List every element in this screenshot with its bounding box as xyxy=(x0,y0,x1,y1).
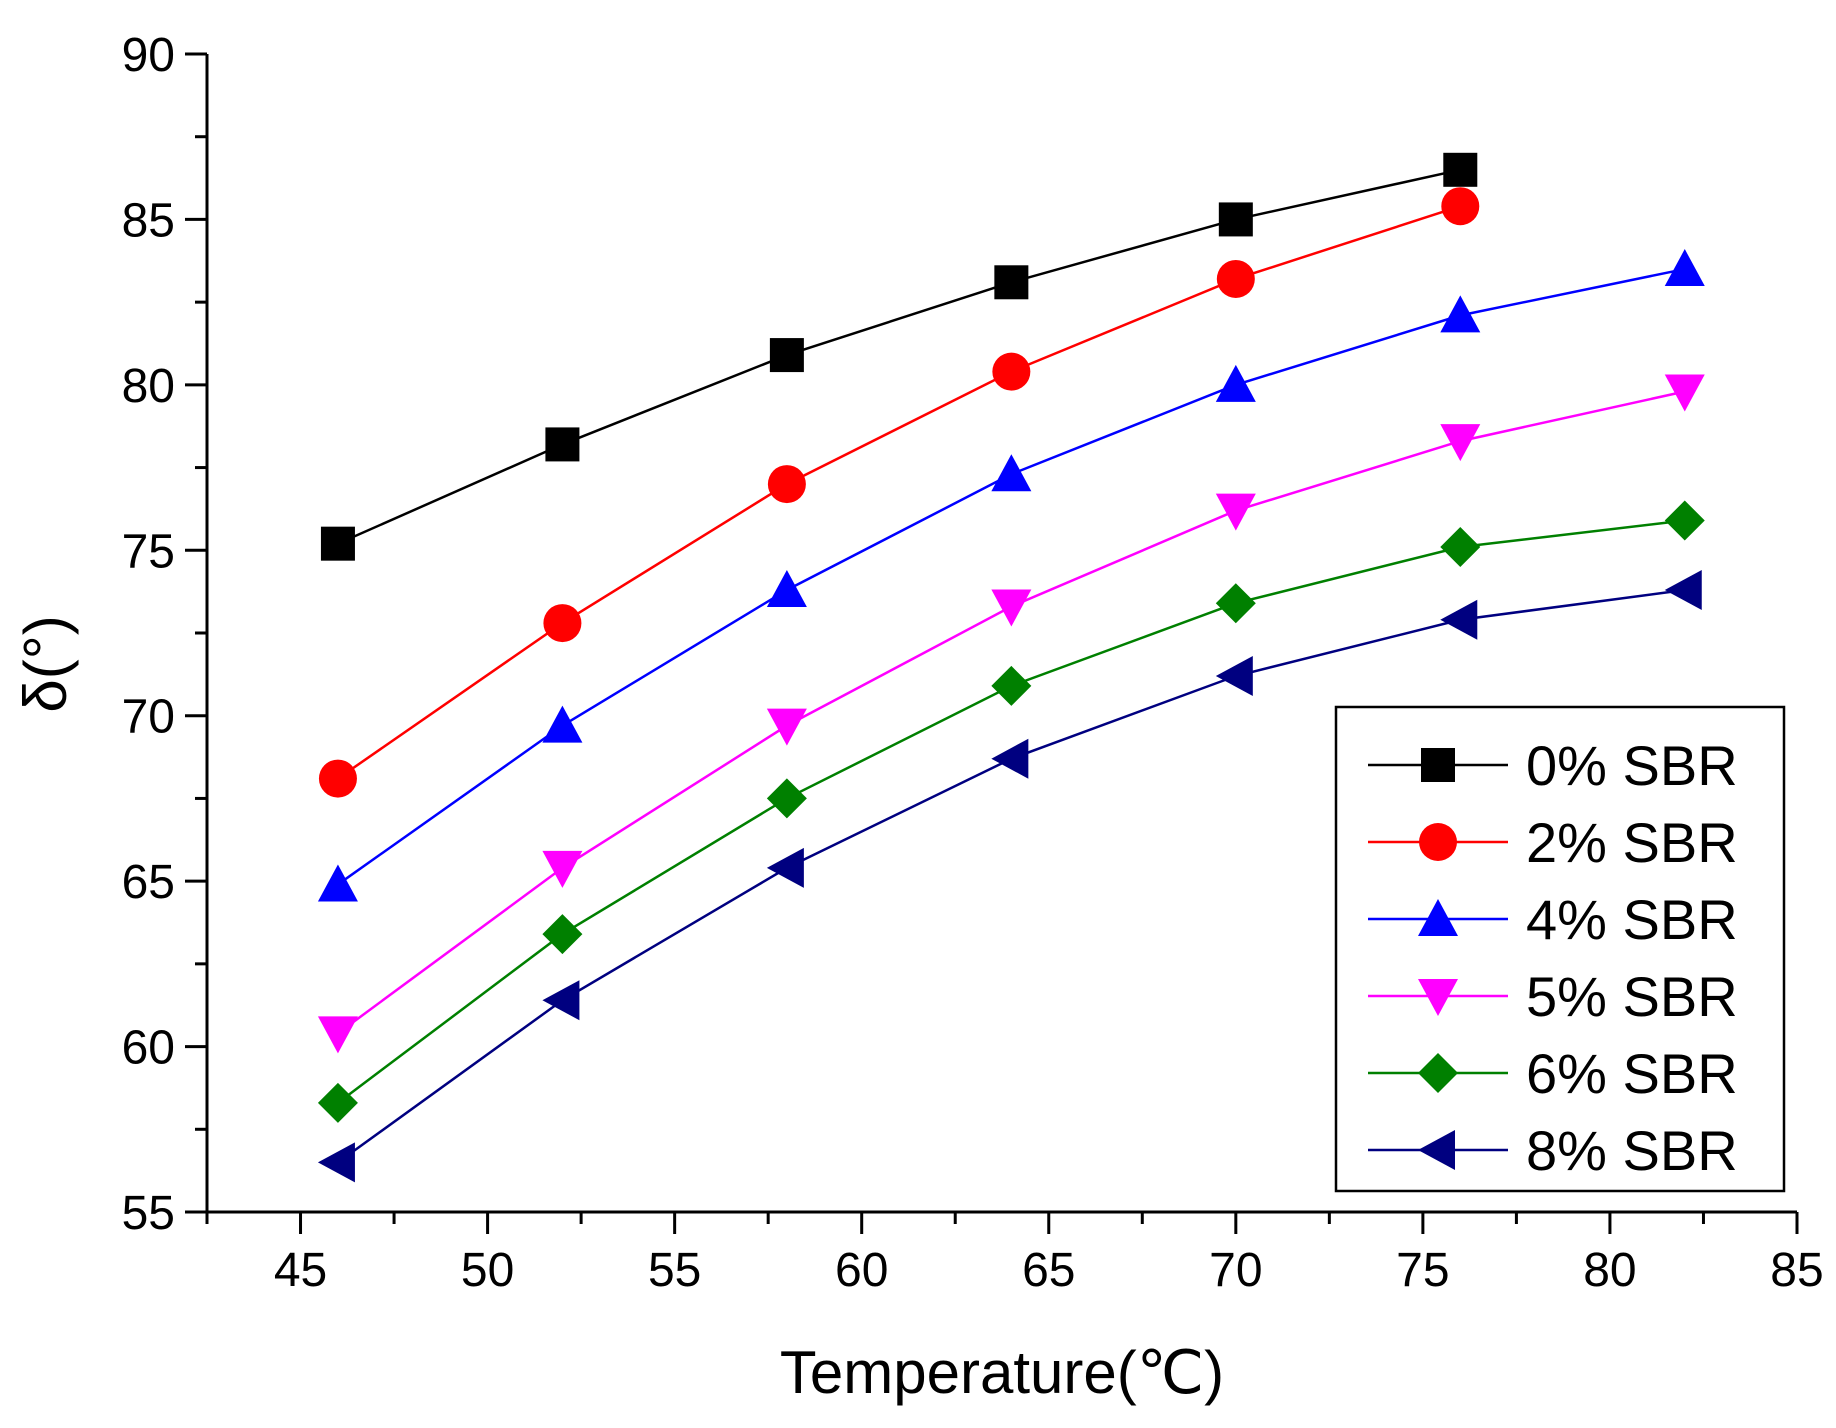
data-point xyxy=(320,526,355,561)
legend-marker xyxy=(1419,823,1457,861)
legend-item: 5% SBR xyxy=(1368,965,1738,1028)
x-tick-label: 60 xyxy=(835,1244,888,1297)
legend: 0% SBR 2% SBR 4% SBR 5% SBR 6% SBR 8% SBR xyxy=(1334,705,1786,1193)
legend-label: 8% SBR xyxy=(1526,1119,1738,1182)
data-point xyxy=(542,705,583,743)
data-point xyxy=(766,569,807,607)
x-axis-title: Temperature(℃) xyxy=(780,1339,1224,1406)
series-0 xyxy=(320,152,1478,561)
data-point xyxy=(317,864,358,902)
legend-marker xyxy=(1418,899,1458,936)
data-point xyxy=(1440,424,1481,462)
legend-item: 2% SBR xyxy=(1368,811,1738,874)
series-line xyxy=(337,205,1461,780)
x-tick-label: 70 xyxy=(1209,1244,1262,1297)
data-point xyxy=(1441,187,1480,226)
legend-label: 2% SBR xyxy=(1526,811,1738,874)
y-tick-label: 55 xyxy=(122,1187,175,1240)
data-point xyxy=(318,759,357,798)
legend-item: 8% SBR xyxy=(1368,1119,1738,1182)
legend-item: 0% SBR xyxy=(1368,734,1738,797)
data-point xyxy=(769,338,804,373)
x-tick-label: 55 xyxy=(648,1244,701,1297)
data-point xyxy=(1440,295,1481,333)
x-tick-label: 80 xyxy=(1583,1244,1636,1297)
legend-marker xyxy=(1418,1130,1455,1170)
legend-label: 5% SBR xyxy=(1526,965,1738,1028)
data-point xyxy=(1440,599,1478,640)
data-point xyxy=(766,847,804,888)
data-point xyxy=(1215,493,1256,531)
data-point xyxy=(766,708,807,746)
data-point xyxy=(317,1082,358,1123)
data-point xyxy=(766,778,807,819)
data-point xyxy=(1664,374,1705,412)
data-point xyxy=(991,589,1032,627)
y-tick-label: 80 xyxy=(122,360,175,413)
legend-marker xyxy=(1418,979,1458,1016)
data-point xyxy=(1664,249,1705,287)
data-point xyxy=(994,265,1029,300)
data-point xyxy=(317,1016,358,1054)
data-point xyxy=(1215,656,1253,697)
x-tick-label: 50 xyxy=(461,1244,514,1297)
series-3 xyxy=(317,374,1705,1054)
legend-marker xyxy=(1421,748,1455,782)
x-tick-label: 75 xyxy=(1396,1244,1449,1297)
data-point xyxy=(991,454,1032,492)
legend-label: 0% SBR xyxy=(1526,734,1738,797)
y-tick-label: 90 xyxy=(122,29,175,82)
x-tick-label: 85 xyxy=(1770,1244,1823,1297)
data-point xyxy=(1215,364,1256,402)
data-point xyxy=(1215,583,1256,624)
y-tick-label: 85 xyxy=(122,194,175,247)
x-tick-label: 65 xyxy=(1022,1244,1075,1297)
series-layer xyxy=(317,152,1705,1183)
data-point xyxy=(991,738,1029,779)
data-point xyxy=(542,914,583,955)
data-point xyxy=(317,1142,355,1183)
y-tick-label: 65 xyxy=(122,856,175,909)
x-tick-label: 45 xyxy=(274,1244,327,1297)
data-point xyxy=(1443,152,1478,187)
data-point xyxy=(545,427,580,462)
legend-label: 4% SBR xyxy=(1526,888,1738,951)
axes: 55 60 65 70 75 80 85 90 45 50 55 60 65 70 75 80 85 xyxy=(122,29,1824,1297)
y-tick-label: 70 xyxy=(122,691,175,744)
data-point xyxy=(1664,569,1702,610)
y-tick-label: 75 xyxy=(122,525,175,578)
data-point xyxy=(991,665,1032,706)
data-point xyxy=(543,604,582,643)
series-2 xyxy=(317,249,1705,902)
series-line xyxy=(337,168,1461,545)
data-point xyxy=(992,352,1031,391)
data-point xyxy=(1664,500,1705,541)
y-tick-label: 60 xyxy=(122,1022,175,1075)
legend-item: 4% SBR xyxy=(1368,888,1738,951)
data-point xyxy=(1440,526,1481,567)
series-4 xyxy=(317,500,1705,1123)
data-point xyxy=(767,465,806,504)
legend-label: 6% SBR xyxy=(1526,1042,1738,1105)
legend-marker xyxy=(1418,1053,1458,1093)
data-point xyxy=(542,850,583,888)
legend-box xyxy=(1334,705,1786,1193)
data-point xyxy=(1218,202,1253,237)
series-5 xyxy=(317,569,1702,1183)
data-point xyxy=(1216,259,1255,298)
series-1 xyxy=(318,187,1480,798)
data-point xyxy=(542,980,580,1021)
legend-item: 6% SBR xyxy=(1368,1042,1738,1105)
y-axis-title: δ(°) xyxy=(12,615,79,712)
